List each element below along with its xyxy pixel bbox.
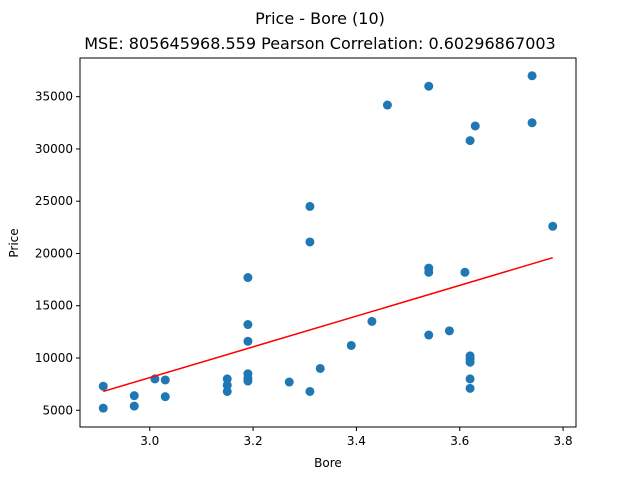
data-point xyxy=(470,121,480,131)
data-point xyxy=(305,201,315,211)
data-point xyxy=(243,320,253,330)
y-tick-label: 30000 xyxy=(35,142,73,156)
data-point xyxy=(222,380,232,390)
y-tick-label: 35000 xyxy=(35,90,73,104)
x-tick-label: 3.8 xyxy=(554,434,573,448)
data-point xyxy=(465,383,475,393)
x-tick-label: 3.6 xyxy=(450,434,469,448)
data-point xyxy=(222,374,232,384)
plot-area xyxy=(80,58,576,427)
plot-background xyxy=(80,58,576,427)
data-point xyxy=(243,376,253,386)
data-point xyxy=(243,336,253,346)
data-point xyxy=(305,237,315,247)
data-point xyxy=(424,267,434,277)
data-point xyxy=(98,403,108,413)
data-point xyxy=(367,316,377,326)
x-tick-label: 3.2 xyxy=(244,434,263,448)
regression-line xyxy=(103,256,553,393)
y-tick-label: 15000 xyxy=(35,299,73,313)
data-point xyxy=(284,377,294,387)
y-axis-label: Price xyxy=(7,228,21,257)
data-point xyxy=(424,330,434,340)
data-point xyxy=(465,136,475,146)
data-point xyxy=(98,381,108,391)
x-axis-label: Bore xyxy=(314,456,342,470)
data-point xyxy=(465,357,475,367)
y-tick-label: 25000 xyxy=(35,194,73,208)
data-point xyxy=(222,386,232,396)
data-point xyxy=(382,100,392,110)
data-point xyxy=(160,375,170,385)
data-point xyxy=(527,71,537,81)
data-point xyxy=(129,391,139,401)
data-point xyxy=(315,363,325,373)
data-point xyxy=(444,326,454,336)
chart-title: Price - Bore (10) xyxy=(255,9,385,28)
data-point xyxy=(160,392,170,402)
data-point xyxy=(346,340,356,350)
y-tick-label: 5000 xyxy=(42,403,73,417)
y-tick-label: 10000 xyxy=(35,351,73,365)
axes: 3.0 3.2 3.4 3.6 3.8 5000 10000 15000 20000 25000 3… xyxy=(35,57,577,448)
y-tick-label: 20000 xyxy=(35,246,73,260)
data-point xyxy=(424,81,434,91)
x-tick-label: 3.4 xyxy=(347,434,366,448)
data-point xyxy=(243,273,253,283)
data-point xyxy=(129,401,139,411)
data-point xyxy=(305,386,315,396)
plot-frame xyxy=(79,57,577,428)
data-point xyxy=(527,118,537,128)
data-point xyxy=(460,267,470,277)
x-tick-label: 3.0 xyxy=(140,434,159,448)
data-point xyxy=(548,221,558,231)
data-point xyxy=(465,374,475,384)
chart-subtitle: MSE: 805645968.559 Pearson Correlation: … xyxy=(84,34,555,53)
data-marks xyxy=(98,71,558,413)
